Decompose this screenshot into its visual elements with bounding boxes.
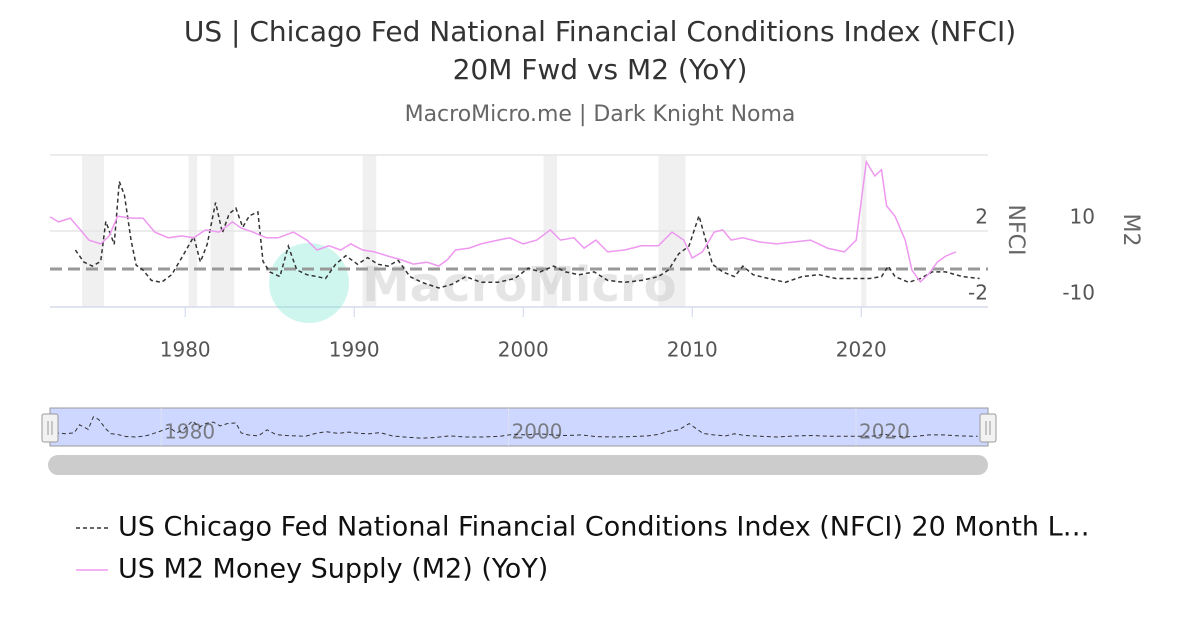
navigator-tick-label: 2000 bbox=[512, 420, 563, 444]
y2-axis-title: M2 bbox=[1118, 214, 1143, 247]
chart-subtitle: MacroMicro.me | Dark Knight Noma bbox=[405, 102, 796, 127]
x-tick-label: 2020 bbox=[836, 338, 887, 362]
navigator-selection bbox=[49, 407, 989, 447]
legend-label: US M2 Money Supply (M2) (YoY) bbox=[118, 554, 548, 585]
legend-item[interactable]: US Chicago Fed National Financial Condit… bbox=[76, 512, 1090, 543]
navigator-handle[interactable] bbox=[979, 413, 997, 443]
navigator-line bbox=[48, 416, 978, 439]
legend-label: US Chicago Fed National Financial Condit… bbox=[118, 512, 1090, 543]
series-line bbox=[49, 159, 957, 284]
watermark: MacroMicro bbox=[362, 257, 677, 313]
y-tick-label: -2 bbox=[968, 281, 988, 305]
y2-tick-label: 10 bbox=[1070, 205, 1095, 229]
x-tick-label: 1980 bbox=[160, 338, 211, 362]
x-tick-label: 2010 bbox=[667, 338, 718, 362]
series-line bbox=[74, 181, 980, 289]
chart-title: US | Chicago Fed National Financial Cond… bbox=[184, 15, 1016, 48]
navigator-tick-label: 2020 bbox=[859, 420, 910, 444]
navigator-handle bbox=[41, 413, 59, 443]
legend-item[interactable]: US M2 Money Supply (M2) (YoY) bbox=[76, 554, 548, 585]
y2-tick-label: -10 bbox=[1062, 281, 1095, 305]
navigator-handle[interactable] bbox=[41, 413, 59, 443]
y-tick-label: 2 bbox=[975, 205, 988, 229]
navigator-handle bbox=[979, 413, 997, 443]
x-tick-label: 2000 bbox=[498, 338, 549, 362]
y-axis-title: NFCI bbox=[1003, 205, 1028, 256]
watermark-logo bbox=[269, 243, 349, 323]
scrollbar[interactable] bbox=[48, 455, 988, 475]
chart-title: 20M Fwd vs M2 (YoY) bbox=[453, 53, 748, 86]
x-tick-label: 1990 bbox=[329, 338, 380, 362]
